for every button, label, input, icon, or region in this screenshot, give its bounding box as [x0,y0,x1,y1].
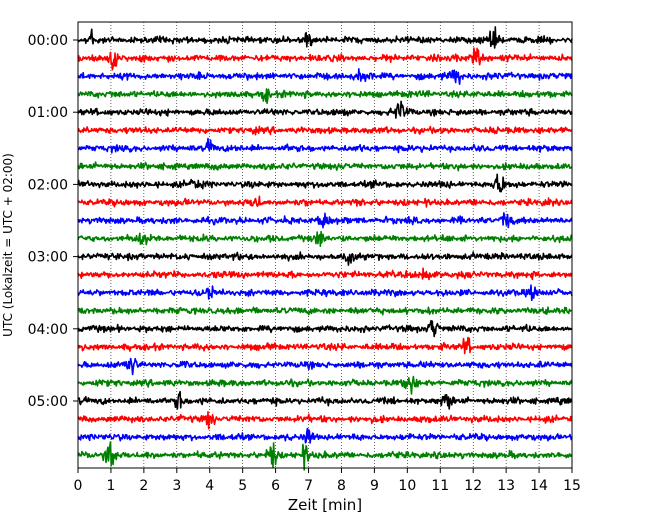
x-tick-label: 7 [304,478,313,494]
seismic-trace [77,173,573,193]
x-tick-label: 9 [370,478,379,494]
seismic-trace [77,319,573,338]
x-tick-label: 4 [205,478,214,494]
grid-lines [110,22,540,468]
seismic-trace [77,125,573,136]
y-tick-label: 04:00 [28,322,68,338]
seismic-trace [77,195,573,208]
seismic-trace [77,427,573,444]
seismic-trace [77,230,573,247]
y-axis-ticks: 00:00 01:00 02:00 03:00 04:00 05:00 [28,33,78,410]
y-tick-label: 03:00 [28,250,68,266]
x-tick-label: 15 [563,478,581,494]
seismic-trace [77,26,573,49]
seismic-trace [77,306,573,316]
x-tick-label: 3 [172,478,181,494]
x-tick-label: 11 [431,478,449,494]
seismic-trace [77,267,573,281]
x-tick-label: 13 [497,478,515,494]
seismic-trace [77,68,573,85]
seismic-trace [77,88,573,104]
x-axis-ticks: 0 1 2 3 4 5 6 7 8 9 10 11 12 13 14 15 [74,468,581,494]
x-tick-label: 0 [74,478,83,494]
y-tick-label: 01:00 [28,105,68,121]
trace-group [77,26,573,471]
x-tick-label: 8 [337,478,346,494]
x-tick-label: 1 [106,478,115,494]
seismic-trace [77,390,573,410]
x-tick-label: 5 [238,478,247,494]
seismic-trace [77,375,573,395]
y-tick-label: 02:00 [28,177,68,193]
x-tick-label: 12 [464,478,482,494]
seismic-trace [77,161,573,172]
seismic-trace [77,284,573,302]
seismic-trace [77,441,573,471]
y-tick-label: 00:00 [28,33,68,49]
seismic-trace [77,336,573,355]
x-tick-label: 6 [271,478,280,494]
seismic-trace [77,411,573,430]
y-tick-label: 05:00 [28,394,68,410]
plot-frame [77,21,573,469]
seismic-trace [77,47,573,71]
x-tick-label: 14 [530,478,548,494]
seismic-trace [77,100,573,119]
y-axis-label: UTC (Lokalzeit = UTC + 02:00) [1,153,15,337]
seismic-trace [77,357,573,376]
seismic-trace [77,251,573,266]
x-axis-label: Zeit [min] [288,496,362,514]
seismic-trace [77,137,573,154]
seismic-trace [77,212,573,229]
x-tick-label: 2 [139,478,148,494]
x-tick-label: 10 [398,478,416,494]
